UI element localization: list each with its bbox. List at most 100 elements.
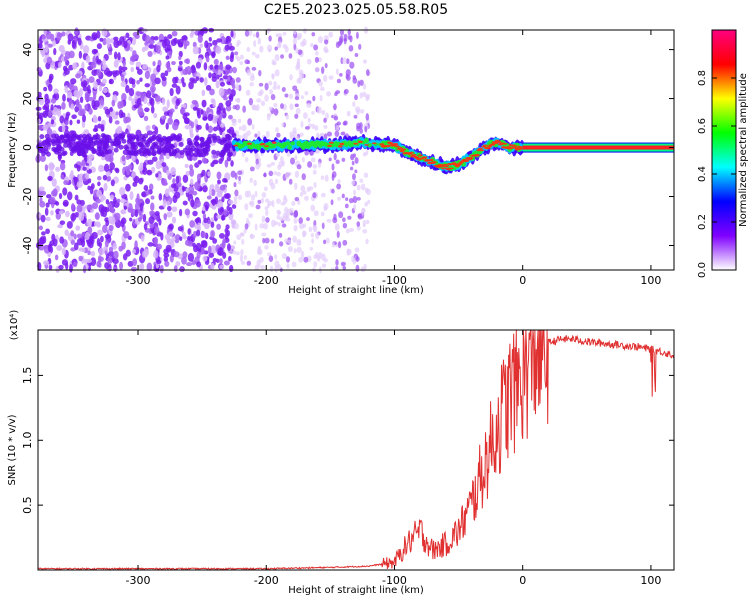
- noise-speckle: [100, 235, 104, 243]
- noise-speckle: [221, 240, 226, 249]
- noise-speckle: [320, 192, 326, 198]
- noise-speckle: [275, 152, 280, 158]
- noise-speckle: [302, 190, 307, 195]
- noise-speckle: [130, 266, 138, 272]
- noise-speckle: [354, 256, 360, 262]
- noise-speckle: [73, 176, 78, 186]
- noise-speckle: [141, 46, 146, 53]
- noise-speckle: [273, 171, 278, 175]
- noise-speckle: [225, 224, 230, 230]
- noise-speckle: [292, 235, 297, 243]
- noise-speckle: [233, 222, 239, 230]
- noise-speckle: [225, 193, 231, 200]
- noise-speckle: [359, 79, 364, 86]
- noise-speckle: [185, 170, 191, 176]
- noise-speckle: [54, 254, 59, 261]
- noise-speckle: [161, 135, 167, 141]
- noise-speckle: [314, 124, 319, 131]
- noise-speckle: [367, 199, 371, 205]
- noise-speckle: [99, 137, 105, 143]
- noise-speckle: [274, 254, 278, 260]
- noise-speckle: [352, 101, 356, 108]
- noise-speckle: [225, 55, 230, 61]
- noise-speckle: [194, 199, 201, 208]
- noise-speckle: [339, 29, 345, 36]
- noise-speckle: [135, 91, 142, 97]
- noise-speckle: [172, 178, 176, 185]
- noise-speckle: [277, 84, 281, 90]
- noise-speckle: [75, 225, 81, 231]
- noise-speckle: [58, 44, 65, 53]
- noise-speckle: [264, 94, 269, 102]
- noise-speckle: [355, 31, 359, 40]
- noise-speckle: [200, 140, 206, 146]
- noise-speckle: [356, 184, 361, 191]
- noise-speckle: [169, 113, 173, 119]
- noise-speckle: [201, 157, 208, 164]
- noise-speckle: [226, 76, 231, 82]
- noise-speckle: [61, 31, 66, 37]
- noise-speckle: [309, 247, 313, 251]
- noise-speckle: [61, 151, 67, 157]
- noise-speckle: [170, 183, 177, 189]
- noise-speckle: [240, 249, 244, 256]
- noise-speckle: [338, 211, 344, 219]
- noise-speckle: [336, 183, 342, 190]
- noise-speckle: [87, 96, 95, 102]
- noise-speckle: [50, 210, 54, 216]
- noise-speckle: [178, 60, 183, 66]
- noise-speckle: [177, 67, 183, 72]
- noise-speckle: [365, 93, 371, 99]
- noise-speckle: [222, 251, 227, 259]
- noise-speckle: [153, 250, 159, 259]
- noise-speckle: [294, 182, 298, 190]
- noise-speckle: [320, 211, 325, 217]
- noise-speckle: [292, 85, 298, 91]
- noise-speckle: [263, 173, 267, 177]
- noise-speckle: [149, 97, 153, 105]
- noise-speckle: [331, 188, 335, 194]
- noise-speckle: [105, 219, 110, 227]
- noise-speckle: [241, 124, 247, 132]
- noise-speckle: [156, 243, 162, 250]
- noise-speckle: [113, 36, 119, 41]
- noise-speckle: [251, 123, 255, 130]
- noise-speckle: [102, 87, 108, 94]
- noise-speckle: [211, 149, 217, 155]
- noise-speckle: [171, 83, 178, 88]
- snr-y-label: SNR (10 * v/v): [7, 414, 18, 485]
- noise-speckle: [109, 194, 115, 200]
- noise-speckle: [125, 249, 131, 257]
- noise-speckle: [265, 209, 269, 217]
- noise-speckle: [100, 133, 106, 139]
- noise-speckle: [244, 223, 249, 230]
- noise-speckle: [143, 223, 148, 231]
- noise-speckle: [277, 222, 281, 227]
- noise-speckle: [171, 97, 177, 104]
- noise-speckle: [237, 170, 243, 175]
- noise-speckle: [79, 96, 84, 104]
- noise-speckle: [244, 59, 250, 65]
- noise-speckle: [170, 38, 177, 47]
- colorbar-frame: [711, 29, 737, 271]
- x-tick-label: 0: [519, 274, 526, 287]
- noise-speckle: [333, 213, 337, 221]
- noise-speckle: [164, 70, 169, 77]
- noise-speckle: [58, 210, 64, 215]
- noise-speckle: [161, 162, 167, 167]
- noise-speckle: [183, 43, 187, 50]
- noise-speckle: [184, 124, 191, 130]
- noise-speckle: [219, 206, 225, 213]
- noise-speckle: [73, 163, 79, 169]
- signal-blob: [233, 144, 239, 147]
- noise-speckle: [74, 242, 79, 251]
- noise-speckle: [217, 179, 221, 185]
- noise-speckle: [38, 186, 45, 192]
- noise-speckle: [211, 72, 217, 79]
- noise-speckle: [222, 107, 226, 114]
- noise-speckle: [235, 251, 240, 256]
- noise-speckle: [121, 66, 128, 71]
- noise-speckle: [234, 189, 239, 197]
- noise-speckle: [362, 152, 367, 157]
- noise-speckle: [185, 150, 191, 156]
